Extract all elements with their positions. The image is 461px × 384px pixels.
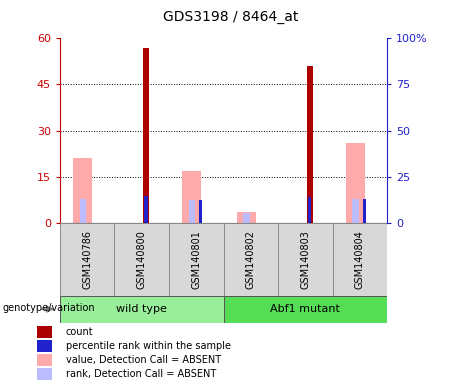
Bar (169, 223, 224, 296)
Text: wild type: wild type (116, 304, 167, 314)
Text: GSM140786: GSM140786 (82, 230, 92, 289)
Bar (37, 354, 52, 366)
Text: percentile rank within the sample: percentile rank within the sample (66, 341, 231, 351)
Bar (60, 223, 114, 296)
Bar (114, 223, 169, 296)
Bar (243, 213, 250, 223)
Text: GSM140801: GSM140801 (191, 230, 201, 289)
Bar (278, 223, 333, 296)
Bar (352, 199, 359, 223)
Text: GSM140802: GSM140802 (246, 230, 256, 289)
Bar (183, 171, 201, 223)
Bar (37, 368, 52, 380)
Bar (37, 340, 52, 352)
Text: rank, Detection Call = ABSENT: rank, Detection Call = ABSENT (66, 369, 216, 379)
Bar (224, 296, 387, 323)
Bar (60, 296, 224, 323)
Bar (144, 196, 148, 223)
Bar (308, 197, 312, 223)
Bar (80, 199, 86, 223)
Text: GSM140803: GSM140803 (301, 230, 310, 289)
Text: count: count (66, 327, 94, 337)
Text: Abf1 mutant: Abf1 mutant (271, 304, 340, 314)
Bar (333, 223, 387, 296)
Text: GSM140804: GSM140804 (355, 230, 365, 289)
Bar (224, 223, 278, 296)
Text: genotype/variation: genotype/variation (2, 303, 95, 313)
Bar (346, 144, 365, 223)
Bar (363, 199, 366, 223)
Bar (199, 200, 202, 223)
Bar (37, 326, 52, 338)
Bar (237, 212, 256, 223)
Text: value, Detection Call = ABSENT: value, Detection Call = ABSENT (66, 355, 221, 365)
Text: GDS3198 / 8464_at: GDS3198 / 8464_at (163, 10, 298, 24)
Bar (143, 48, 149, 223)
Bar (307, 66, 313, 223)
Bar (189, 200, 195, 223)
Text: GSM140800: GSM140800 (137, 230, 147, 289)
Bar (73, 158, 92, 223)
